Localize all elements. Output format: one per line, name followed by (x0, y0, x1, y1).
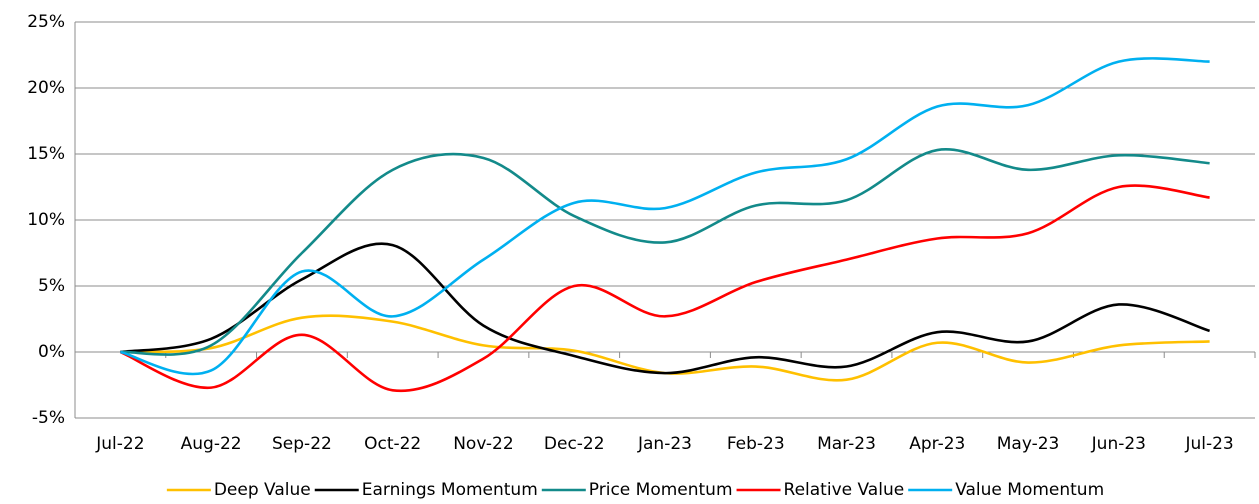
series-line (119, 184, 1210, 393)
x-tick-label: Jul-22 (95, 434, 144, 454)
y-tick-label: 10% (27, 210, 65, 230)
x-tick-label: Jun-23 (1091, 434, 1146, 454)
x-tick-label: Aug-22 (181, 434, 242, 454)
x-tick-label: Dec-22 (544, 434, 605, 454)
x-tick-label: Nov-22 (453, 434, 514, 454)
x-tick-label: Apr-23 (909, 434, 965, 454)
x-tick-label: May-23 (997, 434, 1060, 454)
x-tick-label: Jan-23 (637, 434, 692, 454)
x-tick-label: Jul-23 (1184, 434, 1233, 454)
legend-label: Earnings Momentum (362, 480, 538, 500)
legend-label: Value Momentum (955, 480, 1104, 500)
y-tick-label: 25% (27, 12, 65, 32)
y-tick-label: -5% (32, 408, 65, 428)
x-tick-label: Oct-22 (364, 434, 421, 454)
y-tick-label: 0% (38, 342, 65, 362)
series-line (120, 314, 1210, 382)
series-line (120, 148, 1210, 356)
x-tick-label: Mar-23 (817, 434, 876, 454)
series-line (120, 57, 1210, 376)
legend-label: Deep Value (214, 480, 311, 500)
legend-label: Relative Value (784, 480, 905, 500)
legend-label: Price Momentum (589, 480, 733, 500)
series-line (120, 242, 1210, 375)
y-tick-label: 15% (27, 144, 65, 164)
y-tick-label: 5% (38, 276, 65, 296)
x-tick-label: Feb-23 (727, 434, 785, 454)
x-tick-label: Sep-22 (272, 434, 332, 454)
y-tick-label: 20% (27, 78, 65, 98)
